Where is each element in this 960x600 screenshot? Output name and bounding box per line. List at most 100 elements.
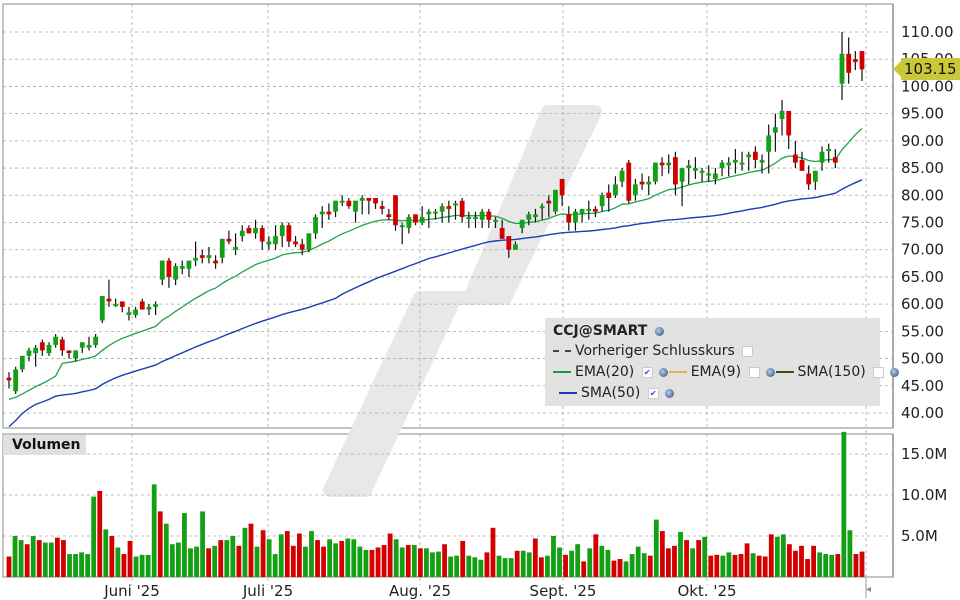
volume-bar <box>460 540 466 577</box>
candle-body <box>533 214 538 218</box>
candle-body <box>666 162 672 166</box>
candle-body <box>399 225 405 228</box>
candle-body <box>792 154 798 163</box>
candle-body <box>719 162 725 169</box>
candle-body <box>726 162 732 166</box>
volume-bar <box>24 544 30 577</box>
candle-body <box>479 211 485 220</box>
volume-bar <box>557 547 562 577</box>
volume-bar <box>393 539 399 577</box>
ema9-line-icon <box>668 371 687 373</box>
volume-bar <box>48 542 54 577</box>
volume-bar <box>520 550 526 577</box>
x-tick-label: Juli '25 <box>242 582 293 600</box>
volume-bar <box>768 534 774 577</box>
volume-bar <box>351 539 357 577</box>
ema9-settings-icon[interactable] <box>765 367 775 377</box>
volume-bar <box>145 554 151 577</box>
volume-bar <box>708 555 714 577</box>
volume-bar <box>369 549 375 577</box>
candle-body <box>712 173 718 179</box>
sma150-settings-icon[interactable] <box>890 367 900 377</box>
ema20-checkbox[interactable]: ✔ <box>641 366 653 378</box>
settings-icon[interactable] <box>655 326 665 336</box>
volume-bar <box>303 546 308 577</box>
price-tick-label: 40.00 <box>901 404 944 422</box>
volume-tick-label: 15.0M <box>901 445 947 463</box>
candle-body <box>339 200 345 203</box>
candle-body <box>319 211 325 215</box>
volume-bar <box>514 550 520 577</box>
candle-body <box>13 369 19 392</box>
volume-bar <box>502 558 508 577</box>
volume-bar <box>805 558 810 577</box>
candle-body <box>579 208 585 215</box>
candle-body <box>606 192 612 199</box>
volume-bar <box>109 536 115 577</box>
ema9-label: EMA(9) <box>690 364 742 380</box>
legend-sma50: SMA(50) ✔ <box>559 383 677 403</box>
candle-body <box>852 59 858 62</box>
volume-bar <box>12 536 18 577</box>
volume-bar <box>6 556 12 577</box>
sma50-checkbox[interactable]: ✔ <box>647 387 659 399</box>
price-tick-label: 100.00 <box>901 77 954 95</box>
candle-body <box>799 159 805 171</box>
volume-bar <box>647 555 653 577</box>
candle-body <box>366 198 372 201</box>
volume-pane-title: Volumen <box>3 435 86 455</box>
volume-bar <box>127 540 133 577</box>
volume-bar <box>169 544 175 577</box>
volume-bar <box>823 554 829 577</box>
candle-body <box>159 260 165 280</box>
candle-body <box>619 170 625 182</box>
candle-body <box>673 157 678 185</box>
candle-body <box>746 154 752 158</box>
candle-body <box>413 214 418 223</box>
candle-body <box>199 255 205 258</box>
volume-bar <box>605 549 611 577</box>
candle-body <box>299 244 305 250</box>
volume-bar <box>853 554 859 577</box>
watermark-logo <box>323 105 602 497</box>
ema9-checkbox[interactable] <box>748 366 760 378</box>
x-tick-label: Okt. '25 <box>677 582 736 600</box>
dashed-line-icon <box>553 350 571 352</box>
volume-bar <box>780 534 786 577</box>
candle-body <box>519 219 525 228</box>
volume-bar <box>508 558 514 577</box>
volume-bar <box>103 529 109 577</box>
candle-body <box>832 157 838 163</box>
candle-body <box>239 230 245 237</box>
candle-body <box>386 214 392 218</box>
candle-body <box>859 51 865 70</box>
volume-bar <box>405 545 411 577</box>
prev-close-checkbox[interactable] <box>742 345 754 357</box>
candle-body <box>46 344 52 354</box>
sma50-settings-icon[interactable] <box>664 388 674 398</box>
sma50-line <box>8 179 863 428</box>
candle-body <box>326 211 332 215</box>
chart-legend: CCJ@SMART Vorheriger Schlusskurs EMA(20)… <box>545 318 900 406</box>
sma150-checkbox[interactable] <box>873 366 885 378</box>
volume-bar <box>859 551 865 577</box>
volume-bar <box>175 542 181 577</box>
volume-bar <box>653 519 659 577</box>
candle-body <box>692 168 698 171</box>
scroll-left-arrow-icon[interactable]: ◂ <box>866 584 872 595</box>
volume-bar <box>67 554 72 577</box>
x-tick-label: Sept. '25 <box>530 582 597 600</box>
volume-bar <box>133 556 139 577</box>
price-tag-arrow-icon <box>893 61 901 77</box>
candle-body <box>419 217 425 223</box>
candle-body <box>219 238 225 258</box>
volume-bar <box>357 546 363 577</box>
candle-body <box>513 244 518 250</box>
ema20-settings-icon[interactable] <box>658 367 668 377</box>
volume-bar <box>272 554 278 577</box>
candle-body <box>246 227 252 234</box>
candle-body <box>752 151 758 160</box>
volume-bar <box>284 531 290 577</box>
candle-body <box>6 377 12 381</box>
